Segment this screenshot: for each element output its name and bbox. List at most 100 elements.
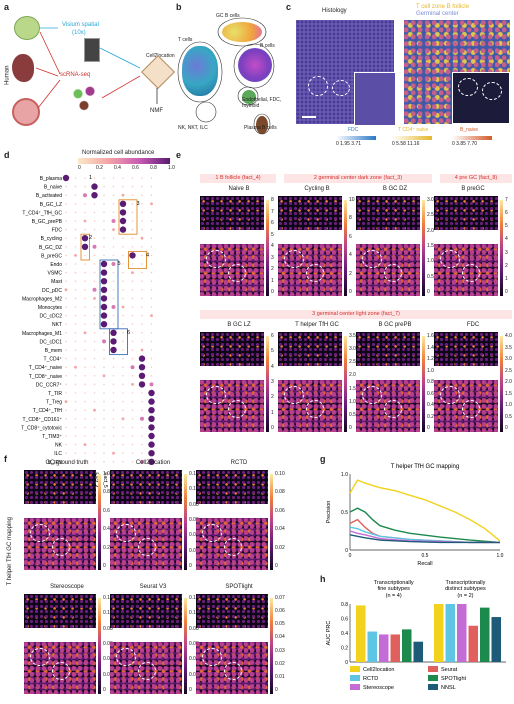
bnaive-scale: 0 3.85 7.70 [452,141,478,147]
auc-group-title: Transcriptionally [446,580,486,586]
abundance-dot [131,228,134,231]
e-header-fact4: 1 B follicle (fact_4) [200,174,276,183]
auc-bar [468,625,478,662]
abundance-dot [112,314,115,317]
f-tile-title: SPOTlight [225,584,253,590]
auc-bar [390,634,400,662]
visium-sub-label: (10x) [72,30,86,36]
abundance-dot [84,289,86,291]
abundance-dot [65,246,67,248]
abundance-dot [83,443,87,446]
abundance-dot [81,235,89,242]
e-tile-overview-map [434,332,498,366]
abundance-dot [141,443,143,446]
abundance-dot [93,340,96,343]
f-tile-colorbar-tick: 0.02 [275,544,285,551]
f-tile-region-outline [224,538,242,556]
abundance-dot [84,418,86,420]
abundance-dot [102,339,106,344]
f-tile-colorbar-tick: 0 [103,687,106,693]
row-label: B_naive [44,185,62,191]
e-tile-colorbar-tick: 1.0 [427,367,434,374]
abundance-dot [131,185,134,188]
abundance-dot [74,357,77,360]
abundance-dot [141,435,143,437]
row-label: T_CD8⁺_naive [29,374,62,380]
abundance-dot [112,400,115,403]
abundance-dot [141,177,143,179]
abundance-dot [141,220,143,222]
e-tile-colorbar-tick: 2 [505,262,508,269]
abundance-dot [149,382,154,387]
abundance-dot [150,340,153,343]
abundance-dot [141,306,143,308]
abundance-dot [121,417,125,421]
abundance-dot [103,392,105,394]
f-tile-colorbar [184,474,187,570]
auc-y-tick: 0.6 [341,617,348,623]
e-tile-colorbar [266,336,269,432]
f-tile-colorbar-tick: 0.04 [275,634,285,641]
e-tile-region-outline [306,400,324,418]
f-tile-colorbar-tick: 0.4 [103,526,110,533]
abundance-dot [74,323,77,325]
e-tile-colorbar-tick: 0 [271,289,274,295]
scale-tick: 0.2 [96,165,103,171]
abundance-dot [131,375,134,377]
abundance-dot [93,254,96,257]
abundance-dot [119,209,127,216]
e-tile-colorbar-tick: 6 [271,220,274,226]
scale-tick: 0.4 [114,165,121,171]
f-tile-region-outline [30,524,50,542]
e-tile-colorbar-tick: 0 [349,289,352,295]
abundance-dot [150,228,153,231]
abundance-dot [112,392,115,394]
abundance-dot [138,364,146,371]
factor-box-label: 4 [146,252,149,258]
abundance-dot [150,289,153,291]
abundance-dot [100,269,108,276]
abundance-dot [65,366,67,368]
e-tile-region-outline [284,250,304,268]
auc-bar [367,631,377,662]
e-tile-colorbar-tick: 0.2 [427,413,434,420]
auc-bar [491,617,501,662]
histology-image [296,20,396,126]
fdc-scale: 0 1.95 3.71 [336,141,362,147]
abundance-dot [84,366,86,368]
e-tile-colorbar-tick: 2.5 [349,359,356,366]
f-tile-overview-map [196,594,268,628]
panel-a-label: a [4,2,10,12]
legend-swatch [350,666,360,672]
histology-title: Histology [322,8,347,14]
auc-bar [356,605,366,662]
abundance-dot [150,211,153,214]
e-tile-colorbar-tick: 0.6 [427,390,434,397]
row-label: B_GC_prePB [32,219,63,225]
abundance-dot [131,461,134,463]
e-tile-colorbar-tick: 1.6 [427,333,434,339]
e-tile-region-outline [440,386,460,404]
abundance-dot [150,366,153,368]
legend-swatch [350,684,360,690]
row-label: Macrophages_M2 [22,296,62,302]
abundance-dot [74,211,77,214]
abundance-dot [65,418,67,420]
abundance-dot [150,220,153,222]
abundance-dot [131,332,134,334]
abundance-dot [103,194,105,196]
panel-b-label: b [176,2,182,12]
abundance-dot [131,435,134,437]
legend-label: RCTD [363,676,378,682]
f-tile-colorbar [98,598,101,694]
factor-box [128,250,147,270]
abundance-dot [103,349,105,351]
e-tile-colorbar-tick: 2 [349,270,352,277]
t-cells-label: T cells [178,37,193,43]
abundance-dot [100,303,108,311]
abundance-dot [122,452,124,455]
bnaive-legend: B_naive [460,127,479,133]
f-tile-colorbar-tick: 0.10 [103,610,113,617]
abundance-dot [84,306,86,308]
